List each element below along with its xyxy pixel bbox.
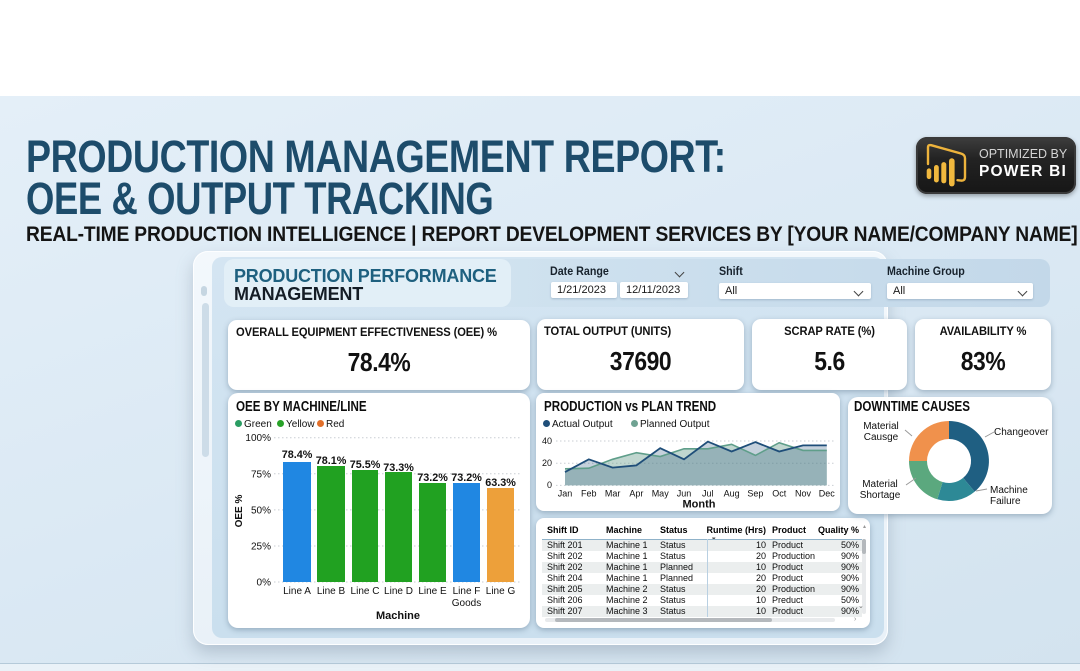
svg-text:78.4%: 78.4% [282, 449, 313, 461]
svg-text:Line F: Line F [453, 586, 481, 597]
svg-text:Sep: Sep [747, 489, 763, 499]
svg-text:100%: 100% [245, 433, 271, 444]
svg-text:Line B: Line B [317, 586, 346, 597]
svg-text:Jan: Jan [558, 489, 573, 499]
svg-text:Feb: Feb [581, 489, 597, 499]
svg-text:OEE %: OEE % [234, 495, 245, 528]
svg-text:25%: 25% [251, 542, 271, 553]
svg-text:63.3%: 63.3% [485, 477, 516, 489]
svg-text:Mar: Mar [605, 489, 621, 499]
svg-text:78.1%: 78.1% [316, 455, 347, 467]
svg-text:Month: Month [683, 499, 716, 511]
svg-text:Line C: Line C [351, 586, 380, 597]
svg-text:73.3%: 73.3% [383, 462, 414, 474]
svg-text:Machine: Machine [376, 610, 420, 622]
svg-text:Dec: Dec [819, 489, 836, 499]
svg-text:73.2%: 73.2% [451, 472, 482, 484]
svg-text:Line G: Line G [486, 586, 516, 597]
svg-text:73.2%: 73.2% [417, 472, 448, 484]
svg-text:Apr: Apr [629, 489, 643, 499]
svg-text:Aug: Aug [724, 489, 740, 499]
svg-text:Line E: Line E [418, 586, 447, 597]
svg-text:75%: 75% [251, 469, 271, 480]
svg-text:20: 20 [542, 458, 552, 468]
svg-text:Line D: Line D [384, 586, 413, 597]
svg-text:Nov: Nov [795, 489, 812, 499]
svg-text:50%: 50% [251, 505, 271, 516]
svg-text:40: 40 [542, 436, 552, 446]
svg-text:75.5%: 75.5% [350, 459, 381, 471]
svg-text:Line A: Line A [283, 586, 311, 597]
svg-text:0: 0 [547, 480, 552, 490]
svg-text:Jul: Jul [702, 489, 714, 499]
svg-text:0%: 0% [257, 578, 272, 589]
svg-text:Goods: Goods [452, 598, 481, 609]
svg-text:Oct: Oct [772, 489, 787, 499]
svg-text:Jun: Jun [677, 489, 692, 499]
svg-text:May: May [652, 489, 670, 499]
